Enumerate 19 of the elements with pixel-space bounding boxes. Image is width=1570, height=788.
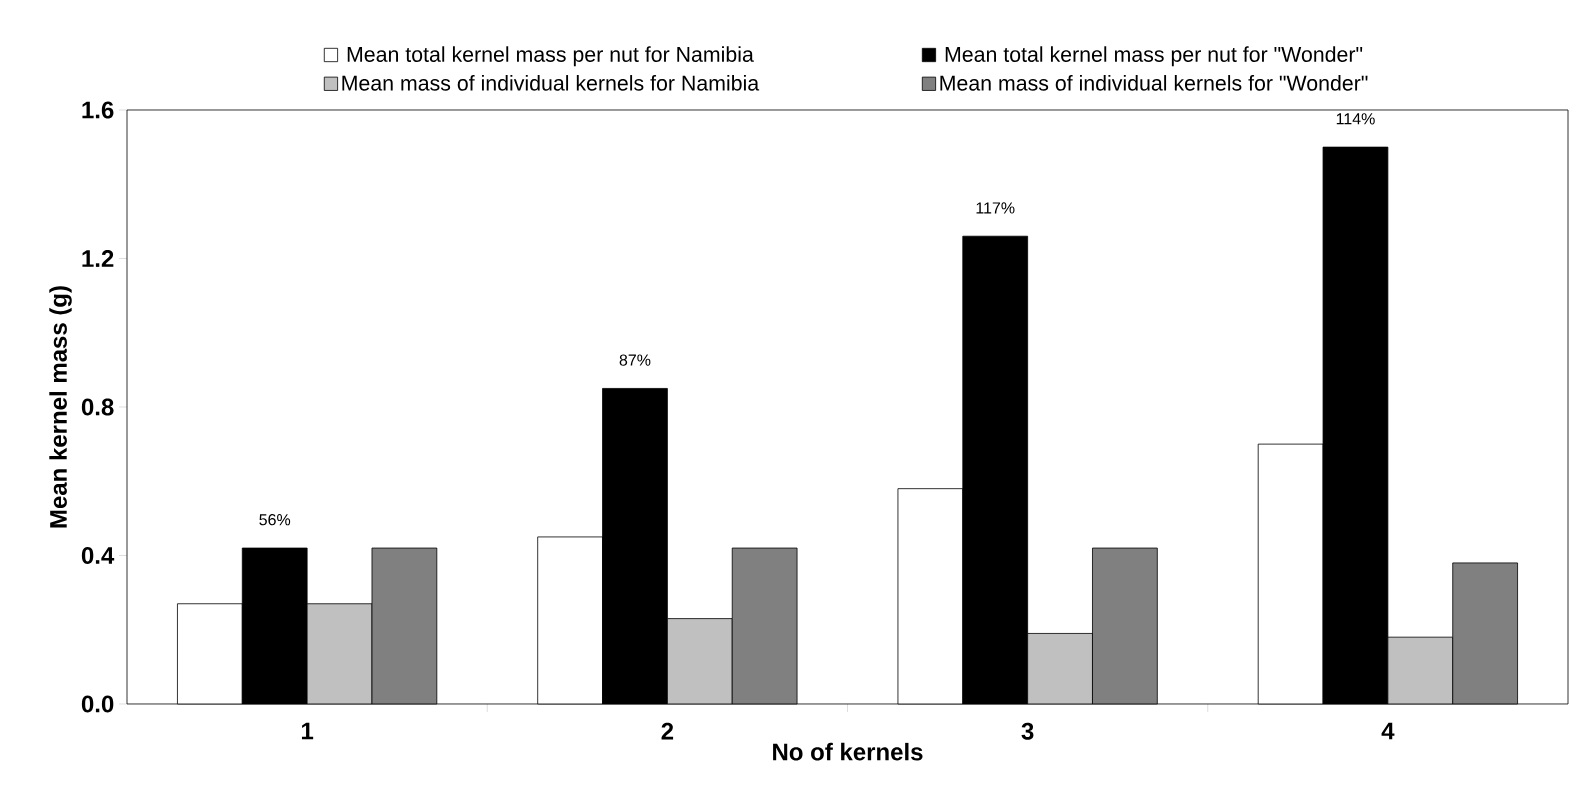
x-tick-label: 2 <box>661 722 674 740</box>
annotation: 117% <box>976 202 1015 214</box>
legend-label: Mean total kernel mass per nut for "Wonder" <box>945 46 1363 67</box>
y-tick-label: 1.6 <box>82 101 114 119</box>
legend-label: Mean total kernel mass per nut for Namibia <box>347 46 754 67</box>
annotation: 114% <box>1336 113 1375 125</box>
x-tick-label: 1 <box>301 722 314 740</box>
y-tick-label: 0.4 <box>81 546 115 564</box>
annotation: 56% <box>259 514 291 526</box>
x-tick-label: 4 <box>1381 722 1395 740</box>
annotation: 87% <box>619 354 651 366</box>
legend-label: Mean mass of individual kernels for "Wonder" <box>940 75 1368 91</box>
legend-label: Mean mass of individual kernels for Namibia <box>342 75 760 91</box>
y-tick-label: 1.2 <box>82 250 114 267</box>
y-axis-title: Mean kernel mass (g) <box>49 286 72 528</box>
y-tick-label: 0.0 <box>81 695 114 713</box>
x-axis-title: No of kernels <box>773 742 923 761</box>
x-tick-label: 3 <box>1021 722 1034 740</box>
y-tick-label: 0.8 <box>81 398 114 416</box>
